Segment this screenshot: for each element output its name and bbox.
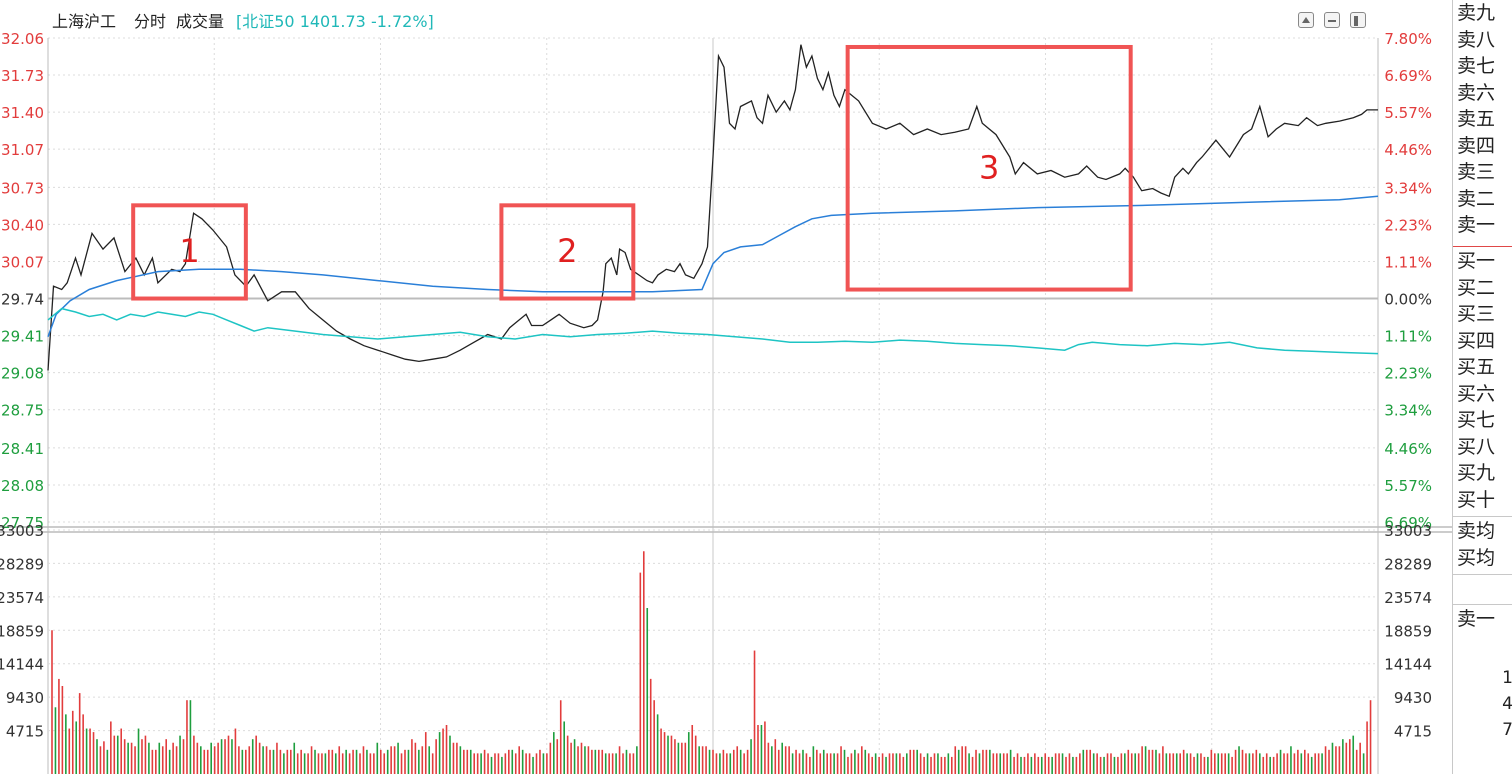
- price-line: [47, 44, 1378, 371]
- left-tick-label: 31.40: [1, 104, 44, 122]
- sell-level-label: 卖三: [1457, 161, 1496, 183]
- sell-level-label: 卖七: [1457, 55, 1496, 77]
- right-tick-label: 6.69%: [1384, 514, 1432, 532]
- right-tick-label: 1.11%: [1384, 328, 1432, 346]
- detail-number: 4: [1502, 694, 1512, 714]
- sell-level-label: 卖六: [1457, 81, 1496, 104]
- volume-tick-left: 33003: [0, 522, 44, 540]
- right-tick-label: 4.46%: [1384, 141, 1432, 159]
- volume-tick-left: 4715: [6, 723, 44, 741]
- detail-number: 1: [1502, 668, 1512, 688]
- buy-level-label: 买六: [1457, 382, 1496, 405]
- average-price-label: 买均: [1457, 546, 1496, 569]
- volume-tick-left: 9430: [6, 689, 44, 707]
- intraday-chart: 上海沪工 分时 成交量 [北证50 1401.73 -1.72%] 32.063…: [0, 12, 1452, 774]
- annotation-label: 1: [179, 232, 199, 270]
- right-tick-label: 2.23%: [1384, 365, 1432, 383]
- right-tick-label: 3.34%: [1384, 179, 1432, 197]
- left-tick-label: 31.73: [1, 67, 44, 85]
- left-volume-axis: 33003 28289 23574 18859 14144 9430 4715: [0, 522, 44, 741]
- volume-tick-right: 23574: [1384, 589, 1432, 607]
- right-tick-label: 5.57%: [1384, 104, 1432, 122]
- right-tick-label: 7.80%: [1384, 30, 1432, 48]
- annotation-boxes: 1 2 3: [131, 44, 1133, 301]
- left-tick-label: 27.75: [1, 514, 44, 532]
- index-info: [北证50 1401.73 -1.72%]: [236, 12, 434, 31]
- buy-level-label: 买五: [1457, 356, 1496, 378]
- volume-tick-right: 28289: [1384, 555, 1432, 573]
- sell-level-label: 卖一: [1457, 214, 1496, 236]
- volume-tick-right: 33003: [1384, 522, 1432, 540]
- sell-level-label: 卖五: [1457, 108, 1496, 130]
- annotation-label: 2: [557, 232, 577, 270]
- index-line: [47, 307, 1379, 355]
- annotation-box: [845, 44, 1133, 292]
- sell-level-label: 卖九: [1457, 2, 1496, 24]
- expand-up-icon[interactable]: [1298, 12, 1314, 28]
- average-price-label: 卖均: [1457, 520, 1496, 542]
- right-tick-label: 2.23%: [1384, 216, 1432, 234]
- right-tick-label: 1.11%: [1384, 253, 1432, 271]
- order-book-divider: [1453, 516, 1512, 517]
- order-book-divider: [1453, 574, 1512, 575]
- sell-level-label: 卖四: [1457, 134, 1496, 157]
- right-volume-axis: 33003 28289 23574 18859 14144 9430 4715: [1384, 522, 1432, 741]
- left-tick-label: 28.08: [1, 477, 44, 495]
- average-line: [47, 195, 1379, 337]
- chart-grid: [0, 37, 1452, 774]
- right-tick-label: 4.46%: [1384, 440, 1432, 458]
- buy-level-label: 买九: [1457, 462, 1496, 484]
- buy-level-label: 买七: [1457, 409, 1496, 431]
- sell-level-label: 卖二: [1457, 187, 1496, 210]
- volume-tick-left: 14144: [0, 656, 44, 674]
- left-tick-label: 29.74: [1, 291, 44, 309]
- volume-tick-right: 4715: [1394, 723, 1432, 741]
- annotation-box: [499, 203, 636, 301]
- left-tick-label: 30.07: [1, 253, 44, 271]
- volume-tick-left: 18859: [0, 622, 44, 640]
- bid-ask-divider: [1453, 246, 1512, 247]
- detail-level-label: 卖一: [1457, 608, 1496, 630]
- zoom-out-icon[interactable]: [1324, 12, 1340, 28]
- volume-tick-right: 9430: [1394, 689, 1432, 707]
- right-tick-label: 3.34%: [1384, 402, 1432, 420]
- buy-level-label: 买八: [1457, 435, 1496, 458]
- left-price-axis: 32.06 31.73 31.40 31.07 30.73 30.40 30.07 29.74…: [1, 30, 44, 532]
- buy-level-label: 买二: [1457, 276, 1496, 299]
- sell-level-label: 卖八: [1457, 28, 1496, 51]
- volume-bars: [51, 551, 1372, 774]
- left-tick-label: 28.75: [1, 402, 44, 420]
- right-tick-label: 0.00%: [1384, 291, 1432, 309]
- annotation-label: 3: [979, 148, 999, 186]
- volume-tick-left: 28289: [0, 555, 44, 573]
- buy-level-label: 买四: [1457, 329, 1496, 352]
- left-tick-label: 30.40: [1, 216, 44, 234]
- price-lines: [47, 44, 1379, 371]
- left-tick-label: 28.41: [1, 440, 44, 458]
- detail-number: 7: [1502, 720, 1512, 740]
- panel-toggle-icon[interactable]: [1350, 12, 1366, 28]
- order-book-panel: 卖九 卖八 卖七 卖六 卖五 卖四 卖三 卖二 卖一 买一 买二 买三 买四 买五 买六 买七 买八 买九 买十 卖均…: [1452, 0, 1512, 774]
- buy-level-label: 买三: [1457, 303, 1496, 325]
- stock-name: 上海沪工: [52, 12, 116, 31]
- left-tick-label: 32.06: [1, 30, 44, 48]
- volume-tick-right: 18859: [1384, 622, 1432, 640]
- mode-label[interactable]: 分时: [134, 12, 166, 31]
- left-tick-label: 31.07: [1, 141, 44, 159]
- volume-tick-left: 23574: [0, 589, 44, 607]
- buy-level-label: 买一: [1457, 250, 1496, 272]
- volume-label[interactable]: 成交量: [176, 12, 224, 31]
- buy-level-label: 买十: [1457, 488, 1496, 511]
- right-tick-label: 5.57%: [1384, 477, 1432, 495]
- order-book-divider: [1453, 604, 1512, 605]
- annotation-box: [131, 203, 248, 301]
- right-tick-label: 6.69%: [1384, 67, 1432, 85]
- left-tick-label: 29.41: [1, 328, 44, 346]
- left-tick-label: 30.73: [1, 179, 44, 197]
- left-tick-label: 29.08: [1, 365, 44, 383]
- right-percent-axis: 7.80% 6.69% 5.57% 4.46% 3.34% 2.23% 1.11% 0.00%…: [1384, 30, 1432, 532]
- volume-tick-right: 14144: [1384, 656, 1432, 674]
